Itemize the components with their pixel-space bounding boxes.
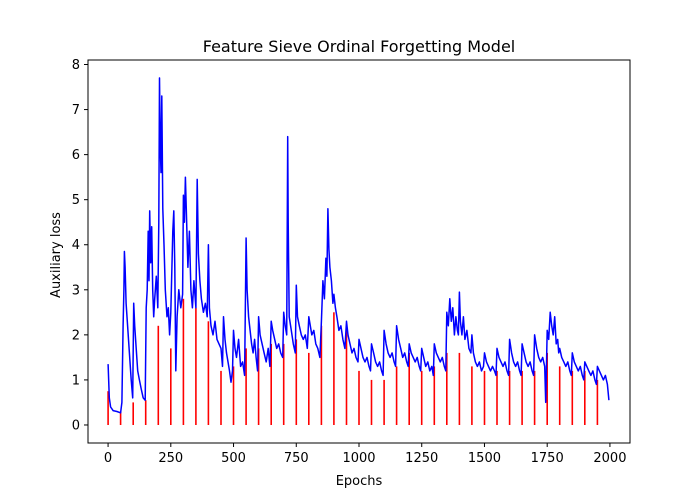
y-tick-label: 5 (72, 193, 80, 208)
chart-title: Feature Sieve Ordinal Forgetting Model (203, 37, 516, 56)
x-tick-label: 1250 (405, 451, 438, 466)
x-tick-label: 250 (158, 451, 183, 466)
y-tick-label: 2 (72, 328, 80, 343)
y-axis: 0 1 2 3 4 5 6 7 8 (72, 58, 88, 433)
x-tick-label: 500 (221, 451, 246, 466)
y-axis-label: Auxiliary loss (49, 212, 64, 298)
y-tick-label: 3 (72, 283, 80, 298)
x-tick-label: 1500 (468, 451, 501, 466)
x-tick-label: 1750 (531, 451, 564, 466)
plot-area (107, 77, 610, 425)
y-tick-label: 0 (72, 418, 80, 433)
x-tick-label: 0 (104, 451, 112, 466)
x-tick-label: 1000 (342, 451, 375, 466)
loss-series-line (107, 77, 610, 414)
x-tick-label: 750 (284, 451, 309, 466)
x-tick-label: 2000 (593, 451, 626, 466)
y-tick-label: 7 (72, 103, 80, 118)
x-axis-label: Epochs (336, 474, 383, 489)
y-tick-label: 4 (72, 238, 80, 253)
y-tick-label: 6 (72, 148, 80, 163)
y-tick-label: 1 (72, 373, 80, 388)
y-tick-label: 8 (72, 58, 80, 73)
x-axis: 0 250 500 750 1000 1250 1500 1750 2000 (104, 443, 626, 466)
